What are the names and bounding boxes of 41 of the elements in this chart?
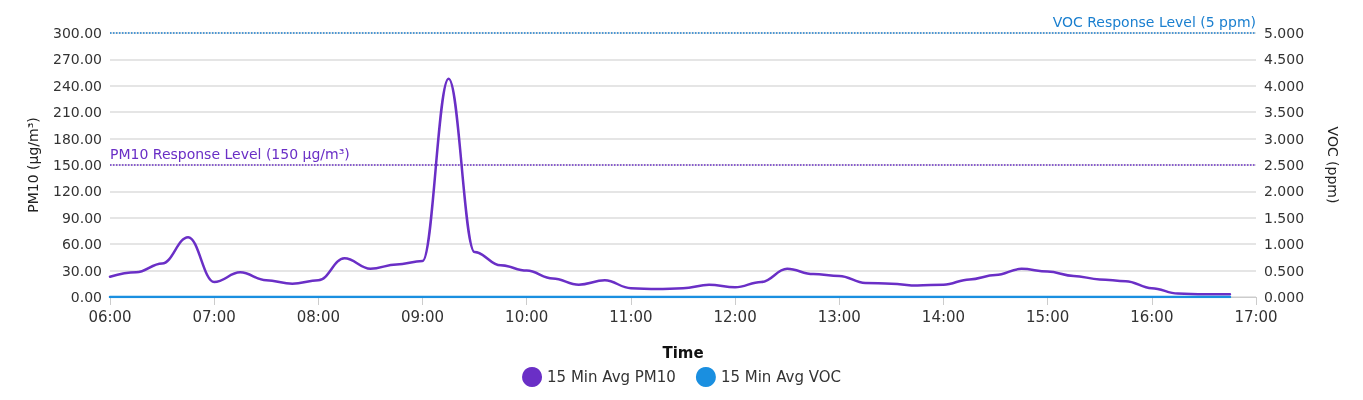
- x-tick-label: 06:00: [88, 307, 132, 326]
- y2-axis-title: VOC (ppm): [1325, 126, 1341, 204]
- y-tick-label: 0.00: [70, 289, 102, 305]
- x-tick-label: 13:00: [817, 307, 861, 326]
- y2-tick-label: 1.500: [1264, 209, 1305, 226]
- y-tick-label: 150.00: [53, 157, 102, 173]
- y2-tick-label: 5.000: [1264, 25, 1305, 41]
- y2-tick-label: 4.000: [1264, 77, 1305, 94]
- y2-tick-label: 3.500: [1264, 104, 1305, 121]
- y2-tick-label: 3.000: [1264, 130, 1305, 147]
- x-axis-title: Time: [662, 343, 704, 362]
- x-tick-label: 15:00: [1026, 307, 1070, 326]
- x-tick-label: 08:00: [296, 307, 340, 326]
- y-tick-label: 60.00: [61, 236, 102, 253]
- y-tick-label: 300.00: [53, 25, 102, 41]
- y-tick-label: 210.00: [53, 104, 102, 121]
- y-tick-label: 90.00: [61, 209, 102, 226]
- y-tick-label: 180.00: [53, 130, 102, 147]
- y2-tick-label: 0.000: [1264, 289, 1305, 305]
- x-tick-label: 12:00: [713, 307, 757, 326]
- x-tick-label: 17:00: [1234, 307, 1278, 326]
- ref-line-label: PM10 Response Level (150 µg/m³): [110, 146, 350, 162]
- y2-tick-label: 2.500: [1264, 157, 1305, 173]
- legend-label: 15 Min Avg VOC: [720, 368, 841, 386]
- y-axis-title: PM10 (µg/m³): [25, 117, 41, 213]
- y2-tick-label: 1.000: [1264, 236, 1305, 253]
- legend-label: 15 Min Avg PM10: [547, 368, 676, 386]
- y2-tick-label: 0.500: [1264, 262, 1305, 279]
- x-tick-label: 07:00: [192, 307, 236, 326]
- ref-line-label: VOC Response Level (5 ppm): [1052, 14, 1256, 30]
- y-tick-label: 120.00: [53, 183, 102, 200]
- x-tick-label: 09:00: [400, 307, 445, 326]
- x-tick-label: 14:00: [921, 307, 966, 326]
- x-tick-label: 16:00: [1130, 307, 1174, 326]
- y2-tick-label: 2.000: [1264, 183, 1305, 200]
- x-tick-label: 10:00: [505, 307, 549, 326]
- y2-tick-label: 4.500: [1264, 51, 1305, 68]
- y-tick-label: 30.00: [61, 262, 102, 279]
- y-tick-label: 270.00: [53, 51, 102, 68]
- y-tick-label: 240.00: [53, 77, 102, 94]
- x-tick-label: 11:00: [609, 307, 653, 326]
